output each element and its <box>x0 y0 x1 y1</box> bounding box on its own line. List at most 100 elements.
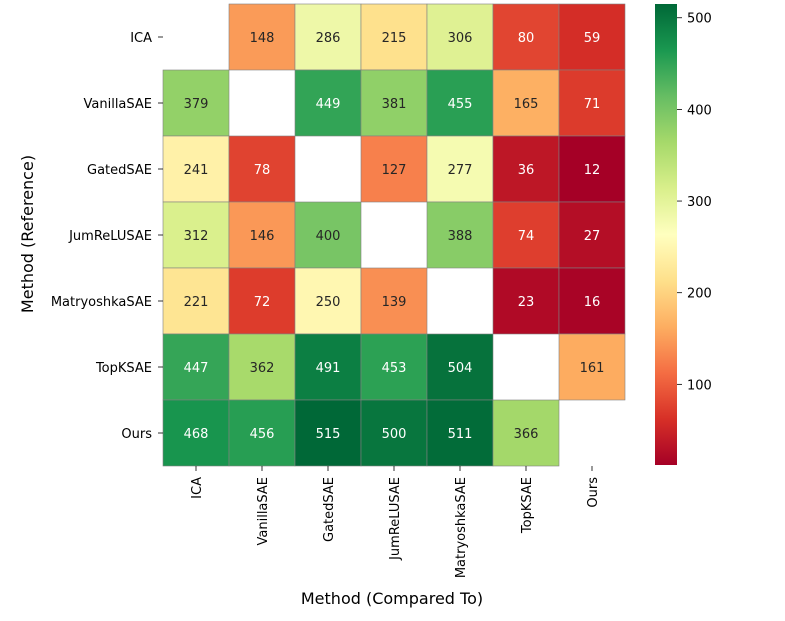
heatmap-cell <box>228 135 296 203</box>
heatmap-cell <box>558 267 626 335</box>
cell-value-label: 381 <box>382 97 407 112</box>
cell-value-label: 12 <box>584 163 601 178</box>
heatmap-cell <box>228 3 296 71</box>
cell-value-label: 491 <box>316 361 341 376</box>
heatmap-cell <box>294 267 362 335</box>
x-tick-label: TopKSAE <box>520 477 535 534</box>
cell-value-label: 165 <box>514 97 539 112</box>
x-tick-label: GatedSAE <box>322 477 337 542</box>
cell-value-label: 453 <box>382 361 407 376</box>
cell-value-label: 23 <box>518 295 535 310</box>
x-tick-label: VanillaSAE <box>256 477 271 546</box>
heatmap-cell <box>294 201 362 269</box>
cell-value-label: 16 <box>584 295 601 310</box>
heatmap-cell <box>294 3 362 71</box>
cell-value-label: 148 <box>250 31 275 46</box>
heatmap-cells <box>162 3 626 467</box>
y-tick-label: TopKSAE <box>95 361 152 376</box>
y-tick-label: MatryoshkaSAE <box>51 295 152 310</box>
cell-value-label: 504 <box>448 361 473 376</box>
heatmap-cell <box>492 135 560 203</box>
cell-value-label: 36 <box>518 163 535 178</box>
cell-value-label: 221 <box>184 295 209 310</box>
cell-value-label: 72 <box>254 295 271 310</box>
heatmap-cell <box>492 201 560 269</box>
cell-value-label: 447 <box>184 361 209 376</box>
heatmap-cell <box>558 3 626 71</box>
colorbar-tick-label: 500 <box>687 12 712 27</box>
x-tick-label: JumReLUSAE <box>388 477 403 561</box>
x-tick-label: MatryoshkaSAE <box>454 477 469 578</box>
colorbar-tick-label: 200 <box>687 287 712 302</box>
cell-value-label: 146 <box>250 229 275 244</box>
heatmap-cell <box>426 3 494 71</box>
colorbar-ticks: 100 200 300 400 500 <box>677 12 712 393</box>
heatmap-cell <box>360 135 428 203</box>
cell-value-label: 80 <box>518 31 535 46</box>
heatmap-cell <box>228 399 296 467</box>
heatmap-cell <box>558 333 626 401</box>
cell-value-label: 71 <box>584 97 601 112</box>
cell-value-label: 250 <box>316 295 341 310</box>
heatmap-cell <box>360 3 428 71</box>
cell-value-label: 455 <box>448 97 473 112</box>
heatmap-cell <box>426 69 494 137</box>
cell-value-label: 74 <box>518 229 535 244</box>
colorbar-tick-label: 400 <box>687 103 712 118</box>
cell-value-label: 241 <box>184 163 209 178</box>
cell-value-label: 161 <box>580 361 605 376</box>
cell-value-label: 468 <box>184 427 209 442</box>
cell-value-label: 277 <box>448 163 473 178</box>
cell-value-label: 400 <box>316 229 341 244</box>
cell-value-label: 59 <box>584 31 601 46</box>
cell-value-label: 362 <box>250 361 275 376</box>
cell-value-label: 456 <box>250 427 275 442</box>
colorbar-tick-label: 100 <box>687 378 712 393</box>
cell-value-label: 379 <box>184 97 209 112</box>
heatmap-cell <box>558 135 626 203</box>
heatmap-cell <box>360 399 428 467</box>
cell-value-label: 306 <box>448 31 473 46</box>
colorbar <box>655 4 677 465</box>
heatmap-cell <box>492 3 560 71</box>
colorbar-tick-label: 300 <box>687 195 712 210</box>
cell-value-label: 312 <box>184 229 209 244</box>
heatmap-cell <box>558 201 626 269</box>
cell-value-label: 27 <box>584 229 601 244</box>
y-tick-label: GatedSAE <box>87 163 152 178</box>
cell-value-label: 286 <box>316 31 341 46</box>
heatmap-cell <box>294 69 362 137</box>
cell-value-label: 127 <box>382 163 407 178</box>
x-axis: ICA VanillaSAE GatedSAE JumReLUSAE Matryoshk… <box>190 466 601 578</box>
y-tick-label: Ours <box>121 427 152 442</box>
cell-value-label: 78 <box>254 163 271 178</box>
cell-value-label: 500 <box>382 427 407 442</box>
heatmap-cell <box>228 201 296 269</box>
heatmap-cell <box>426 333 494 401</box>
y-tick-label: ICA <box>130 31 152 46</box>
heatmap-cell <box>426 135 494 203</box>
heatmap-cell <box>492 267 560 335</box>
heatmap-cell <box>162 399 230 467</box>
heatmap-cell <box>360 267 428 335</box>
heatmap-cell <box>162 135 230 203</box>
cell-value-label: 515 <box>316 427 341 442</box>
y-tick-label: JumReLUSAE <box>68 229 152 244</box>
y-axis: ICA VanillaSAE GatedSAE JumReLUSAE Matryoshk… <box>51 31 163 442</box>
cell-value-label: 366 <box>514 427 539 442</box>
heatmap-cell <box>294 399 362 467</box>
cell-value-labels: 148 286 215 306 80 59 379 449 381 455 165 71 241 78 12… <box>184 31 605 442</box>
x-tick-label: ICA <box>190 477 205 499</box>
heatmap-cell <box>162 267 230 335</box>
y-tick-label: VanillaSAE <box>84 97 153 112</box>
heatmap-cell <box>558 69 626 137</box>
y-axis-label: Method (Reference) <box>18 155 37 313</box>
heatmap-cell <box>492 399 560 467</box>
heatmap-cell <box>162 201 230 269</box>
cell-value-label: 388 <box>448 229 473 244</box>
heatmap-cell <box>162 333 230 401</box>
cell-value-label: 511 <box>448 427 473 442</box>
cell-value-label: 449 <box>316 97 341 112</box>
x-axis-label: Method (Compared To) <box>301 589 483 608</box>
